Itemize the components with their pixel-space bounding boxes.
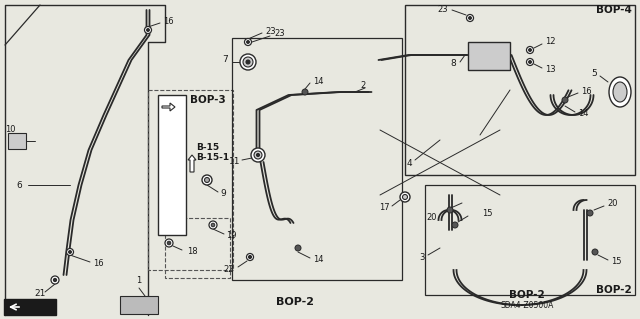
Text: 3: 3	[420, 254, 425, 263]
Circle shape	[529, 61, 531, 63]
Bar	[425, 185, 635, 295]
Bar	[4, 299, 56, 315]
Bar	[165, 218, 230, 278]
Circle shape	[400, 192, 410, 202]
Circle shape	[295, 245, 301, 251]
Circle shape	[467, 14, 474, 21]
Text: 16: 16	[93, 259, 104, 269]
Circle shape	[251, 148, 265, 162]
Ellipse shape	[613, 82, 627, 102]
Bar	[148, 90, 233, 270]
Circle shape	[527, 58, 534, 65]
Text: 6: 6	[16, 181, 22, 189]
Text: BOP-2: BOP-2	[596, 285, 632, 295]
Text: 11: 11	[228, 158, 240, 167]
Circle shape	[447, 207, 453, 213]
Bar	[232, 38, 402, 280]
Text: 2: 2	[360, 80, 365, 90]
Text: BOP-4: BOP-4	[596, 5, 632, 15]
Circle shape	[209, 221, 217, 229]
Text: 14: 14	[313, 256, 323, 264]
Bar	[468, 42, 510, 70]
Text: 17: 17	[380, 204, 390, 212]
Circle shape	[246, 254, 253, 261]
Text: 15: 15	[482, 209, 493, 218]
Circle shape	[452, 222, 458, 228]
Text: 23: 23	[274, 29, 285, 39]
Text: 1: 1	[136, 276, 141, 285]
Circle shape	[529, 48, 531, 51]
Circle shape	[147, 29, 149, 31]
Text: 14: 14	[313, 77, 323, 85]
Bar	[405, 5, 635, 175]
Text: 13: 13	[545, 65, 556, 75]
Circle shape	[205, 177, 209, 182]
Text: 4: 4	[406, 159, 412, 167]
Circle shape	[302, 89, 308, 95]
Bar	[158, 95, 186, 235]
Circle shape	[67, 249, 74, 256]
Circle shape	[562, 97, 568, 103]
Text: 12: 12	[545, 38, 556, 47]
Text: 10: 10	[4, 125, 15, 135]
Text: BOP-2: BOP-2	[509, 290, 545, 300]
Polygon shape	[162, 103, 175, 111]
Text: 5: 5	[591, 70, 597, 78]
Circle shape	[244, 39, 252, 46]
Text: 23: 23	[265, 26, 276, 35]
Circle shape	[53, 278, 56, 282]
Text: B-15: B-15	[196, 144, 219, 152]
Text: 8: 8	[451, 60, 456, 69]
Circle shape	[468, 17, 472, 19]
Text: 21: 21	[35, 290, 45, 299]
Text: 22: 22	[223, 265, 234, 275]
Circle shape	[246, 60, 250, 64]
Text: B-15-1: B-15-1	[196, 153, 229, 162]
Text: 19: 19	[226, 231, 237, 240]
Circle shape	[254, 151, 262, 159]
Circle shape	[165, 239, 173, 247]
Circle shape	[403, 195, 408, 199]
Circle shape	[145, 26, 152, 33]
Bar	[120, 296, 158, 314]
Circle shape	[202, 175, 212, 185]
Text: BOP-3: BOP-3	[190, 95, 226, 105]
Ellipse shape	[609, 77, 631, 107]
Circle shape	[243, 57, 253, 67]
Circle shape	[211, 223, 215, 227]
Circle shape	[240, 54, 256, 70]
Text: 16: 16	[163, 18, 173, 26]
Circle shape	[167, 241, 171, 245]
Bar	[8, 133, 26, 149]
Circle shape	[257, 153, 259, 157]
FancyArrow shape	[188, 155, 196, 172]
Text: 20: 20	[426, 213, 436, 222]
Text: 23: 23	[437, 4, 448, 13]
Circle shape	[51, 276, 59, 284]
Circle shape	[246, 41, 250, 43]
Circle shape	[68, 251, 72, 253]
Text: 14: 14	[578, 109, 589, 118]
Text: 15: 15	[611, 257, 621, 266]
Text: 7: 7	[222, 56, 228, 64]
Circle shape	[527, 47, 534, 54]
Text: BOP-2: BOP-2	[276, 297, 314, 307]
Circle shape	[587, 210, 593, 216]
Text: SDA4-Z0500A: SDA4-Z0500A	[500, 301, 554, 310]
Text: 18: 18	[187, 248, 198, 256]
Text: 9: 9	[220, 189, 226, 197]
Text: FR-: FR-	[21, 302, 39, 312]
Text: 20: 20	[607, 199, 618, 209]
Text: 16: 16	[581, 86, 591, 95]
Circle shape	[592, 249, 598, 255]
Circle shape	[248, 256, 252, 258]
